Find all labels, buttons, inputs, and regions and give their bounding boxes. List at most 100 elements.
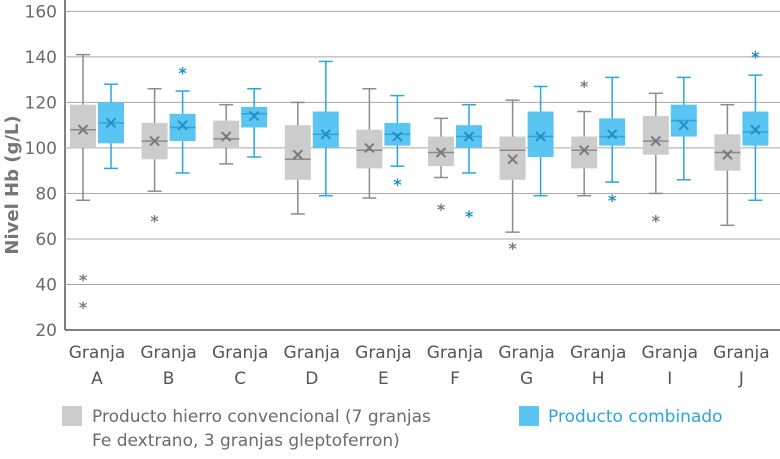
mean-marker (320, 129, 332, 140)
category-label-line2: F (450, 369, 460, 389)
box-combined-J: * (742, 48, 769, 202)
category-label-line1: Granja (69, 343, 126, 363)
category-label-line1: Granja (498, 343, 555, 363)
box-series: ************ (70, 48, 769, 317)
mean-marker (105, 117, 117, 129)
box-conventional-F: * (428, 117, 454, 219)
box-combined-E: * (384, 94, 411, 194)
legend-swatch-combined (519, 406, 539, 426)
mean-marker (248, 110, 260, 122)
legend-label-conventional-line1: Producto hierro convencional (7 granjas (92, 407, 431, 427)
legend-swatch-conventional (62, 406, 82, 426)
box-iqr (312, 111, 339, 148)
mean-marker (364, 142, 375, 154)
box-conventional-D (284, 101, 311, 215)
mean-marker (220, 131, 232, 142)
box-conventional-I: * (642, 92, 669, 230)
legend-label-conventional-line2: Fe dextrano, 3 granjas gleptoferron) (92, 431, 400, 451)
box-conventional-A: ** (70, 53, 96, 317)
box-conventional-G: * (499, 99, 526, 258)
mean-marker (578, 144, 590, 156)
category-label-line1: Granja (427, 343, 484, 363)
mean-marker (177, 119, 188, 131)
box-iqr (571, 136, 598, 169)
outlier-marker: * (79, 271, 88, 290)
outlier-marker: * (150, 211, 159, 230)
outlier-marker: * (393, 175, 402, 194)
outlier-marker: * (608, 191, 617, 210)
y-tick-100: 100 (25, 139, 57, 159)
box-combined-D (312, 60, 339, 197)
category-label-line1: Granja (212, 343, 269, 363)
mean-marker (507, 154, 518, 165)
y-tick-120: 120 (25, 93, 57, 113)
y-tick-80: 80 (35, 184, 57, 204)
box-conventional-H: * (571, 77, 598, 197)
outlier-marker: * (178, 64, 187, 83)
box-combined-F: * (456, 103, 482, 226)
mean-marker (435, 147, 447, 158)
grid-lines (64, 0, 780, 331)
category-label-line1: Granja (642, 343, 699, 363)
box-conventional-B: * (141, 88, 168, 230)
category-label-line2: H (592, 369, 605, 389)
box-conventional-J (714, 103, 741, 227)
outlier-marker: * (508, 239, 517, 258)
mean-marker (750, 124, 761, 135)
category-label-line1: Granja (355, 343, 412, 363)
mean-marker (463, 131, 475, 142)
mean-marker (77, 124, 89, 135)
y-tick-labels: 20 40 60 80 100 120 140 160 (25, 2, 57, 341)
box-iqr (642, 116, 669, 155)
category-label-line2: B (163, 369, 175, 389)
category-label-line2: J (738, 369, 744, 389)
y-tick-140: 140 (25, 48, 57, 68)
box-conventional-C (213, 103, 240, 165)
category-label-line1: Granja (140, 343, 197, 363)
y-tick-20: 20 (35, 321, 57, 341)
outlier-marker: * (465, 207, 474, 226)
category-label-line2: I (667, 369, 672, 389)
outlier-marker: * (580, 77, 589, 96)
category-label-line2: G (520, 369, 533, 389)
x-category-labels: Granja A Granja B Granja C Granja D Granja E Granj… (69, 343, 770, 389)
legend: Producto hierro convencional (7 granjas … (62, 406, 723, 451)
y-tick-160: 160 (25, 2, 57, 22)
mean-marker (392, 131, 403, 142)
outlier-marker: * (437, 200, 446, 219)
box-iqr (70, 104, 96, 148)
outlier-marker: * (751, 48, 760, 67)
mean-marker (535, 131, 546, 142)
category-label-line1: Granja (570, 343, 627, 363)
mean-marker (606, 129, 618, 140)
box-combined-G (527, 85, 554, 197)
outlier-marker: * (652, 211, 661, 230)
y-tick-60: 60 (35, 230, 57, 250)
legend-label-combined: Producto combinado (548, 407, 723, 427)
box-conventional-E (356, 88, 383, 199)
box-iqr (527, 111, 554, 158)
mean-marker (650, 135, 662, 147)
category-label-line2: C (234, 369, 246, 389)
box-combined-I (670, 76, 697, 181)
mean-marker (292, 149, 304, 160)
category-label-line1: Granja (284, 343, 341, 363)
category-label-line2: D (305, 369, 318, 389)
box-combined-H: * (599, 76, 626, 210)
category-label-line2: A (91, 369, 103, 389)
y-axis-label: Nivel Hb (g/L) (2, 115, 23, 254)
box-iqr (599, 118, 626, 146)
mean-marker (149, 135, 160, 147)
outlier-marker: * (79, 298, 88, 317)
box-iqr (284, 125, 311, 180)
box-iqr (213, 120, 240, 148)
mean-marker (722, 149, 733, 160)
box-combined-B: * (169, 64, 196, 174)
y-tick-40: 40 (35, 275, 57, 295)
box-combined-A (98, 83, 124, 170)
category-label-line1: Granja (713, 343, 770, 363)
category-label-line2: E (378, 369, 389, 389)
box-combined-C (241, 88, 268, 158)
mean-marker (678, 119, 690, 131)
